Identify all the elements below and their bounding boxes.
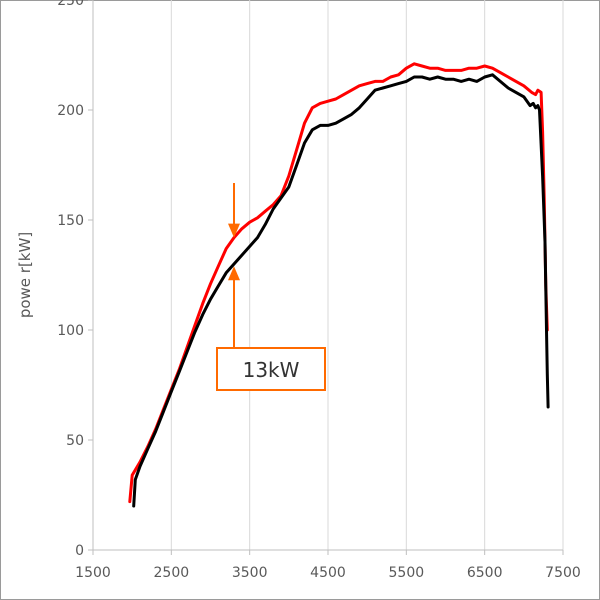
x-tick-label: 5500	[389, 565, 425, 581]
x-tick-label: 2500	[154, 565, 190, 581]
grid-lines	[170, 0, 564, 550]
arrow-down-head	[228, 223, 240, 238]
callout-label: 13kW	[243, 358, 300, 382]
arrow-up-head	[228, 266, 240, 281]
x-tick-label: 3500	[232, 565, 268, 581]
x-tick-label: 7500	[545, 565, 581, 581]
y-axis-label: powe r[kW]	[16, 232, 34, 318]
x-tick-label: 1500	[75, 565, 111, 581]
x-tick-labels: 1500 2500 3500 4500 5500 6500 7500	[75, 550, 581, 581]
y-tick-labels: 0 50 100 150 200 250	[57, 0, 93, 559]
series-line-red	[128, 62, 549, 504]
x-tick-label: 4500	[310, 565, 346, 581]
y-tick-label: 0	[75, 543, 84, 559]
y-tick-label: 100	[57, 323, 84, 339]
callout-box	[216, 347, 326, 391]
y-tick-label: 50	[66, 433, 84, 449]
y-tick-label: 150	[57, 213, 84, 229]
x-tick-label: 6500	[467, 565, 503, 581]
series-lines	[128, 62, 550, 508]
annotation: 13kW	[216, 183, 326, 391]
series-line-black	[132, 73, 550, 508]
y-tick-label: 250	[57, 0, 84, 9]
y-tick-label: 200	[57, 103, 84, 119]
